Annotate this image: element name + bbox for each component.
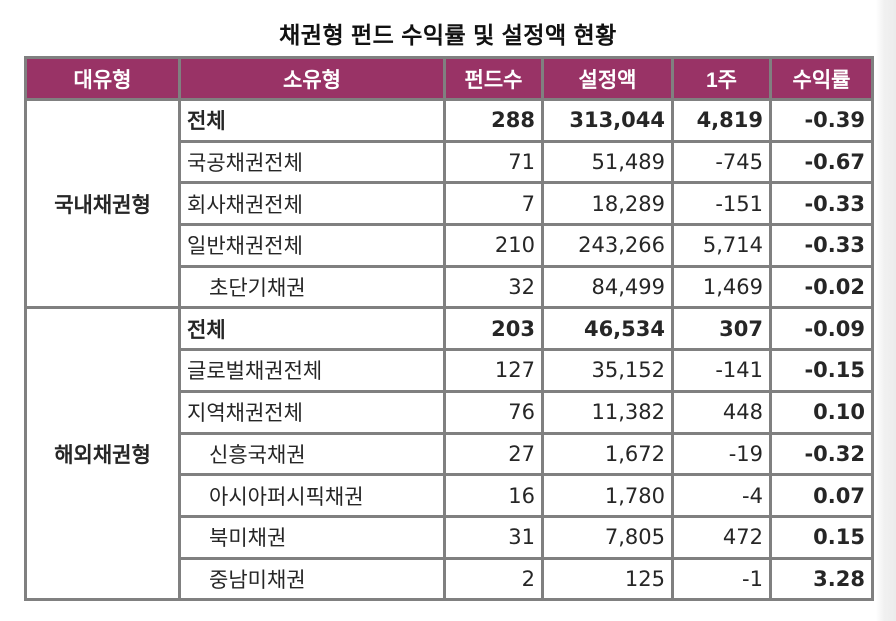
week-change-cell: -4 — [671, 473, 772, 518]
return-cell: 0.07 — [769, 473, 874, 518]
major-type-cell: 해외채권형 — [24, 306, 181, 602]
week-change-cell: -19 — [671, 431, 772, 477]
header-fund-count: 펀드수 — [443, 56, 544, 101]
return-cell: 3.28 — [769, 556, 874, 602]
table-row: 글로벌채권전체 127 35,152 -141 -0.15 — [26, 348, 874, 393]
week-change-cell: 5,714 — [671, 223, 772, 268]
fund-count-cell: 76 — [443, 389, 544, 435]
return-cell: 0.10 — [769, 389, 874, 435]
table-row: 해외채권형 전체 203 46,534 307 -0.09 — [24, 306, 874, 602]
table-row: 중남미채권 2 125 -1 3.28 — [26, 556, 874, 602]
minor-type-cell: 회사채권전체 — [178, 181, 446, 227]
return-cell: -0.33 — [769, 223, 874, 268]
header-return: 수익률 — [769, 56, 874, 101]
return-cell: -0.15 — [769, 348, 874, 393]
return-cell: -0.33 — [769, 181, 874, 227]
return-cell: -0.67 — [769, 139, 874, 185]
fund-count-cell: 27 — [443, 431, 544, 477]
return-cell: -0.09 — [769, 306, 874, 352]
return-cell: 0.15 — [769, 514, 874, 560]
header-major-type: 대유형 — [24, 56, 181, 101]
table-row: 회사채권전체 7 18,289 -151 -0.33 — [26, 181, 874, 227]
week-change-cell: 472 — [671, 514, 772, 560]
fund-count-cell: 210 — [443, 223, 544, 268]
amount-cell: 84,499 — [541, 264, 674, 310]
minor-type-cell: 중남미채권 — [178, 556, 446, 602]
fund-count-cell: 203 — [443, 306, 544, 352]
header-minor-type: 소유형 — [178, 56, 446, 101]
week-change-cell: 307 — [671, 306, 772, 352]
table-row: 북미채권 31 7,805 472 0.15 — [26, 514, 874, 560]
minor-type-cell: 아시아퍼시픽채권 — [178, 473, 446, 518]
major-type-cell: 국내채권형 — [24, 97, 181, 310]
fund-count-cell: 7 — [443, 181, 544, 227]
amount-cell: 46,534 — [541, 306, 674, 352]
amount-cell: 18,289 — [541, 181, 674, 227]
amount-cell: 35,152 — [541, 348, 674, 393]
minor-type-cell: 북미채권 — [178, 514, 446, 560]
amount-cell: 1,672 — [541, 431, 674, 477]
table-row: 신흥국채권 27 1,672 -19 -0.32 — [26, 431, 874, 477]
minor-type-cell: 전체 — [178, 98, 446, 143]
table-row: 초단기채권 32 84,499 1,469 -0.02 — [26, 264, 874, 310]
minor-type-cell: 전체 — [178, 306, 446, 352]
header-week: 1주 — [671, 56, 772, 101]
table-row: 아시아퍼시픽채권 16 1,780 -4 0.07 — [26, 473, 874, 518]
amount-cell: 313,044 — [541, 98, 674, 143]
week-change-cell: -1 — [671, 556, 772, 602]
amount-cell: 51,489 — [541, 139, 674, 185]
week-change-cell: 448 — [671, 389, 772, 435]
table-row: 지역채권전체 76 11,382 448 0.10 — [26, 389, 874, 435]
return-cell: -0.32 — [769, 431, 874, 477]
minor-type-cell: 국공채권전체 — [178, 139, 446, 185]
fund-count-cell: 31 — [443, 514, 544, 560]
header-row: 대유형 소유형 펀드수 설정액 1주 수익률 — [24, 56, 874, 101]
return-cell: -0.39 — [769, 98, 874, 143]
minor-type-cell: 일반채권전체 — [178, 223, 446, 268]
bond-fund-table: 대유형 소유형 펀드수 설정액 1주 수익률 국내채권형 전체 288 313,044… — [24, 56, 874, 602]
fund-count-cell: 71 — [443, 139, 544, 185]
amount-cell: 125 — [541, 556, 674, 602]
amount-cell: 1,780 — [541, 473, 674, 518]
amount-cell: 7,805 — [541, 514, 674, 560]
fund-count-cell: 288 — [443, 98, 544, 143]
minor-type-cell: 초단기채권 — [178, 264, 446, 310]
week-change-cell: -141 — [671, 348, 772, 393]
minor-type-cell: 지역채권전체 — [178, 389, 446, 435]
table-row: 국공채권전체 71 51,489 -745 -0.67 — [26, 139, 874, 185]
fund-count-cell: 127 — [443, 348, 544, 393]
header-amount: 설정액 — [541, 56, 674, 101]
fund-count-cell: 16 — [443, 473, 544, 518]
fund-count-cell: 32 — [443, 264, 544, 310]
page-title: 채권형 펀드 수익률 및 설정액 현황 — [279, 22, 617, 48]
amount-cell: 11,382 — [541, 389, 674, 435]
return-cell: -0.02 — [769, 264, 874, 310]
week-change-cell: 4,819 — [671, 98, 772, 143]
minor-type-cell: 글로벌채권전체 — [178, 348, 446, 393]
week-change-cell: 1,469 — [671, 264, 772, 310]
table-row: 국내채권형 전체 288 313,044 4,819 -0.39 — [24, 97, 874, 310]
table-body: 국내채권형 전체 288 313,044 4,819 -0.39 국공채권전체 71 51,48… — [24, 97, 874, 602]
table-row: 일반채권전체 210 243,266 5,714 -0.33 — [26, 223, 874, 268]
fund-count-cell: 2 — [443, 556, 544, 602]
week-change-cell: -745 — [671, 139, 772, 185]
minor-type-cell: 신흥국채권 — [178, 431, 446, 477]
week-change-cell: -151 — [671, 181, 772, 227]
amount-cell: 243,266 — [541, 223, 674, 268]
